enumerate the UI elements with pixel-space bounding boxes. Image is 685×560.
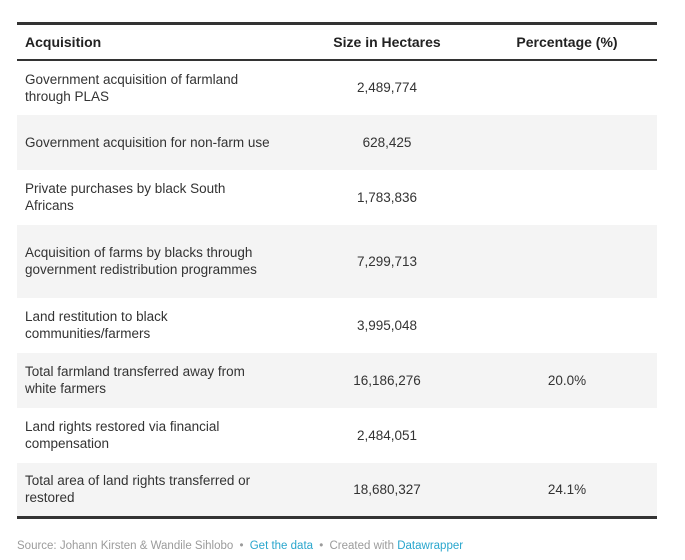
size-cell: 2,484,051 xyxy=(356,427,418,443)
acquisition-cell: Total area of land rights transferred or… xyxy=(25,473,251,506)
table-row: Private purchases by black South African… xyxy=(17,169,657,225)
acquisition-cell: Government acquisition of farmland throu… xyxy=(25,71,239,104)
source-text: Source: Johann Kirsten & Wandile Sihlobo xyxy=(17,540,234,552)
size-cell: 16,186,276 xyxy=(353,372,421,388)
size-cell: 628,425 xyxy=(362,134,412,150)
size-cell: 7,299,713 xyxy=(356,253,418,269)
separator-dot: • xyxy=(319,540,324,552)
table-row: Acquisition of farms by blacks through g… xyxy=(17,224,657,298)
created-with-text: Created with xyxy=(329,540,395,552)
table-body: Government acquisition of farmland throu… xyxy=(17,59,657,518)
acquisition-cell: Government acquisition for non-farm use xyxy=(25,134,270,150)
table-row: Government acquisition for non-farm use … xyxy=(17,114,657,170)
attribution-footer: Source: Johann Kirsten & Wandile Sihlobo… xyxy=(17,539,657,554)
column-header-percentage: Percentage (%) xyxy=(477,23,657,61)
size-cell: 2,489,774 xyxy=(356,80,418,95)
table-header: Acquisition Size in Hectares Percentage … xyxy=(17,23,657,61)
percentage-cell xyxy=(477,225,657,298)
percentage-cell xyxy=(477,408,657,463)
table-row: Government acquisition of farmland throu… xyxy=(17,59,657,115)
header-row: Acquisition Size in Hectares Percentage … xyxy=(17,23,657,61)
table-row: Total farmland transferred away from whi… xyxy=(17,352,657,408)
data-table: Acquisition Size in Hectares Percentage … xyxy=(17,22,657,519)
acquisition-cell: Total farmland transferred away from whi… xyxy=(25,364,245,396)
column-header-acquisition: Acquisition xyxy=(17,23,297,61)
percentage-cell xyxy=(477,170,657,225)
size-cell: 1,783,836 xyxy=(356,189,418,205)
acquisition-cell: Acquisition of farms by blacks through g… xyxy=(25,245,257,277)
column-header-size-in-hectares: Size in Hectares xyxy=(297,23,477,61)
datawrapper-link[interactable]: Datawrapper xyxy=(397,540,464,552)
percentage-cell: 20.0% xyxy=(547,372,587,388)
percentage-cell: 24.1% xyxy=(547,481,587,497)
get-the-data-link[interactable]: Get the data xyxy=(249,540,314,552)
separator-dot: • xyxy=(239,540,244,552)
size-cell: 18,680,327 xyxy=(353,481,421,497)
acquisition-cell: Land restitution to black communities/fa… xyxy=(25,309,168,341)
percentage-cell xyxy=(477,298,657,353)
acquisition-cell: Land rights restored via financial compe… xyxy=(25,419,220,451)
acquisition-cell: Private purchases by black South African… xyxy=(25,181,226,213)
percentage-cell xyxy=(477,60,657,115)
table-row: Land rights restored via financial compe… xyxy=(17,407,657,463)
table-row: Total area of land rights transferred or… xyxy=(17,462,657,518)
size-cell: 3,995,048 xyxy=(356,317,418,333)
table-row: Land restitution to black communities/fa… xyxy=(17,297,657,353)
percentage-cell xyxy=(477,115,657,170)
